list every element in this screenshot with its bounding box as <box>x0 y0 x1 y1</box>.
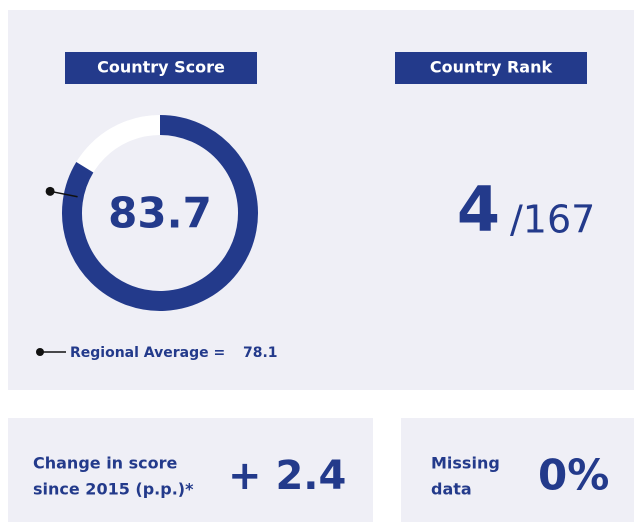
change-panel <box>8 418 373 522</box>
regional-label: Regional Average = <box>70 345 225 361</box>
score-title: Country Score <box>97 58 225 77</box>
change-label: Change in score <box>33 454 178 473</box>
missing-label: Missing <box>431 454 500 473</box>
change-label: since 2015 (p.p.)* <box>33 480 194 499</box>
score-value: 83.7 <box>108 189 212 238</box>
score-arc <box>62 115 258 311</box>
rank-total: /167 <box>510 198 595 242</box>
regional-marker-dot <box>45 186 55 196</box>
rank-value: 4 <box>457 173 500 246</box>
regional-value: 78.1 <box>243 345 278 361</box>
regional-marker-line <box>49 190 78 198</box>
change-value: + 2.4 <box>228 453 346 499</box>
missing-panel <box>401 418 634 522</box>
score-header <box>65 52 257 84</box>
rank-title: Country Rank <box>430 58 553 77</box>
missing-value: 0% <box>538 451 609 500</box>
missing-label: data <box>431 480 472 499</box>
gauge <box>45 115 258 311</box>
rank-header <box>395 52 587 84</box>
